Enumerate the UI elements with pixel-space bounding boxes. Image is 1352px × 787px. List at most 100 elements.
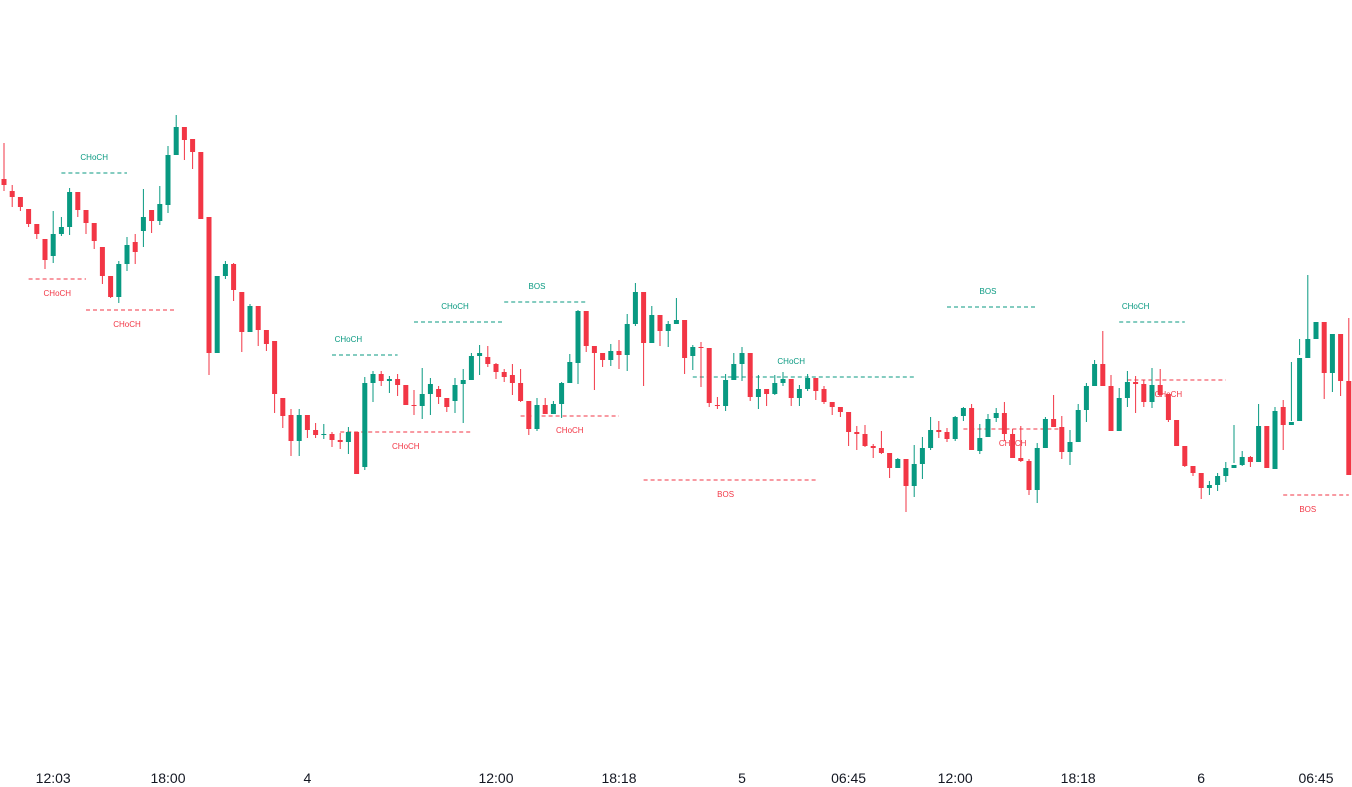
candle[interactable]	[157, 186, 163, 225]
candle[interactable]	[17, 197, 23, 211]
candle[interactable]	[1051, 395, 1057, 427]
candle[interactable]	[255, 306, 261, 346]
candle[interactable]	[1182, 446, 1188, 467]
candle[interactable]	[706, 348, 712, 407]
candle[interactable]	[1026, 459, 1032, 495]
candle[interactable]	[1149, 368, 1155, 408]
candle[interactable]	[75, 192, 81, 217]
candle[interactable]	[1, 143, 7, 191]
candle[interactable]	[1305, 275, 1311, 358]
candle[interactable]	[263, 330, 269, 351]
candle[interactable]	[108, 276, 114, 298]
candle[interactable]	[1321, 322, 1327, 399]
candle[interactable]	[682, 320, 688, 374]
candle[interactable]	[1092, 360, 1098, 386]
candle[interactable]	[198, 152, 204, 219]
candle[interactable]	[1231, 425, 1237, 468]
candle[interactable]	[1157, 369, 1163, 397]
candle[interactable]	[1141, 380, 1147, 407]
candle[interactable]	[747, 353, 753, 401]
candle[interactable]	[772, 375, 778, 395]
candle[interactable]	[526, 401, 532, 435]
candle[interactable]	[1108, 375, 1114, 431]
candle[interactable]	[132, 234, 138, 264]
candle[interactable]	[821, 386, 827, 404]
candle[interactable]	[805, 374, 811, 391]
candle[interactable]	[26, 209, 32, 227]
candle[interactable]	[9, 185, 15, 207]
candle[interactable]	[870, 444, 876, 458]
candle[interactable]	[436, 386, 442, 404]
candle[interactable]	[83, 210, 89, 234]
candle[interactable]	[993, 408, 999, 422]
candle[interactable]	[813, 378, 819, 400]
candle[interactable]	[419, 368, 425, 419]
candle[interactable]	[509, 364, 515, 395]
candle[interactable]	[362, 377, 368, 470]
candle[interactable]	[960, 407, 966, 421]
candle[interactable]	[181, 127, 187, 160]
candle[interactable]	[846, 412, 852, 446]
candle[interactable]	[1198, 473, 1204, 499]
candle[interactable]	[58, 217, 64, 236]
candle[interactable]	[1018, 426, 1024, 462]
candle[interactable]	[460, 369, 466, 423]
candle[interactable]	[288, 409, 294, 456]
candle[interactable]	[239, 292, 245, 352]
candle[interactable]	[698, 342, 704, 387]
candle[interactable]	[936, 421, 942, 438]
candle[interactable]	[624, 314, 630, 371]
candle[interactable]	[977, 424, 983, 454]
candle[interactable]	[829, 402, 835, 415]
candle[interactable]	[518, 369, 524, 402]
candle[interactable]	[99, 247, 105, 284]
candle[interactable]	[67, 188, 73, 235]
candle[interactable]	[895, 458, 901, 468]
candle[interactable]	[214, 276, 220, 353]
candle[interactable]	[395, 374, 401, 396]
candle[interactable]	[403, 385, 409, 405]
candle[interactable]	[1313, 322, 1319, 339]
candle[interactable]	[1116, 388, 1122, 431]
candle[interactable]	[272, 341, 278, 413]
candle[interactable]	[1190, 466, 1196, 476]
candle[interactable]	[739, 347, 745, 381]
candle[interactable]	[788, 379, 794, 406]
candle[interactable]	[190, 139, 196, 169]
candle[interactable]	[173, 115, 179, 155]
candle[interactable]	[1001, 402, 1007, 441]
candle[interactable]	[354, 432, 360, 474]
candle[interactable]	[649, 306, 655, 343]
candle[interactable]	[1124, 371, 1130, 407]
candle[interactable]	[854, 426, 860, 450]
candle[interactable]	[1239, 451, 1245, 466]
candle[interactable]	[329, 432, 335, 447]
candle[interactable]	[583, 311, 589, 352]
candle[interactable]	[780, 372, 786, 386]
candle[interactable]	[1100, 331, 1106, 386]
candle[interactable]	[1165, 394, 1171, 422]
candle[interactable]	[1206, 481, 1212, 495]
candle[interactable]	[887, 453, 893, 478]
candle[interactable]	[370, 371, 376, 402]
candle[interactable]	[444, 398, 450, 412]
candle[interactable]	[1067, 430, 1073, 465]
candle[interactable]	[1075, 404, 1081, 442]
candle[interactable]	[600, 353, 606, 367]
candle[interactable]	[1174, 420, 1180, 446]
candle[interactable]	[1288, 362, 1294, 425]
candle[interactable]	[231, 263, 237, 301]
candle[interactable]	[42, 239, 48, 269]
candle[interactable]	[591, 346, 597, 390]
candle[interactable]	[1280, 400, 1286, 450]
candle[interactable]	[796, 385, 802, 406]
candle[interactable]	[477, 345, 483, 375]
candle[interactable]	[632, 283, 638, 326]
candle[interactable]	[911, 445, 917, 497]
candle[interactable]	[1083, 383, 1089, 422]
candle[interactable]	[116, 261, 122, 303]
candle[interactable]	[34, 224, 40, 239]
candle[interactable]	[903, 459, 909, 512]
candle[interactable]	[50, 211, 56, 263]
